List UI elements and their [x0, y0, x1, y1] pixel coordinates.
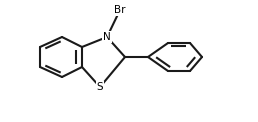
Text: S: S — [97, 82, 103, 92]
Text: Br: Br — [114, 5, 126, 15]
Text: N: N — [103, 32, 111, 42]
